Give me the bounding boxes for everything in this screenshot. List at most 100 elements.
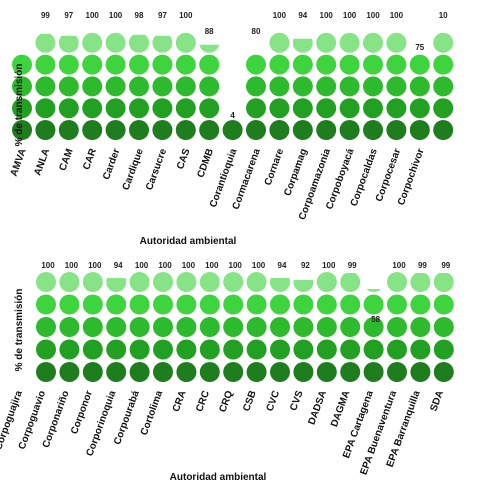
waffle-dot <box>386 76 407 97</box>
waffle-dot <box>59 317 80 337</box>
waffle-dot <box>12 120 32 140</box>
waffle-dot-partial <box>58 35 79 53</box>
waffle-dot <box>410 317 431 337</box>
value-label: 100 <box>252 261 266 270</box>
waffle-dot <box>223 272 244 292</box>
waffle-dot <box>433 362 454 382</box>
waffle-dot <box>316 294 337 315</box>
value-label: 100 <box>366 11 380 20</box>
waffle-dot <box>339 32 360 53</box>
category-label: Cornare <box>263 147 287 187</box>
waffle-dot <box>292 54 313 75</box>
waffle-dot <box>58 120 79 140</box>
waffle-dot <box>59 362 80 382</box>
waffle-dot <box>106 339 127 360</box>
waffle-dot <box>339 98 360 119</box>
waffle-dot <box>387 339 407 360</box>
waffle-dot <box>153 272 173 292</box>
waffle-dot <box>340 317 361 337</box>
waffle-dot <box>316 339 337 360</box>
value-label: 100 <box>273 11 287 20</box>
waffle-dot <box>36 294 56 315</box>
waffle-dot <box>105 98 126 119</box>
waffle-dot <box>129 294 150 315</box>
category-label: CSB <box>241 389 259 413</box>
waffle-dot <box>176 272 197 292</box>
category-label: CAM <box>57 147 75 172</box>
waffle-dot <box>433 98 454 119</box>
waffle-dot <box>409 54 430 75</box>
waffle-dot <box>106 362 127 382</box>
waffle-dot <box>82 294 103 315</box>
value-label: 100 <box>65 261 79 270</box>
waffle-dot <box>316 120 337 140</box>
waffle-dot <box>82 120 103 140</box>
value-label: 100 <box>343 11 357 20</box>
category-label: Corponor <box>69 389 95 436</box>
value-label: 97 <box>64 11 73 20</box>
waffle-dot <box>223 317 244 337</box>
waffle-dot <box>82 339 103 360</box>
waffle-dot <box>363 362 384 382</box>
waffle-dot <box>153 362 173 382</box>
waffle-dot <box>387 272 407 292</box>
waffle-dot <box>106 317 127 337</box>
value-label: 94 <box>278 261 287 270</box>
waffle-dot <box>292 76 313 97</box>
waffle-dot <box>82 272 103 292</box>
waffle-dot <box>246 54 266 75</box>
waffle-dot <box>246 76 266 97</box>
waffle-dot <box>340 294 361 315</box>
waffle-dot <box>82 98 103 119</box>
waffle-dot <box>176 362 197 382</box>
waffle-dot <box>340 362 361 382</box>
category-label: Carder <box>101 147 122 181</box>
waffle-dot <box>410 339 431 360</box>
waffle-dot <box>199 76 220 97</box>
waffle-dot <box>105 32 126 53</box>
waffle-dot <box>386 54 407 75</box>
value-label: 99 <box>41 11 50 20</box>
waffle-dot <box>433 76 454 97</box>
waffle-dot <box>363 317 384 337</box>
waffle-dot <box>175 32 196 53</box>
waffle-dot <box>175 54 196 75</box>
waffle-dot <box>199 317 220 337</box>
waffle-dot <box>129 362 150 382</box>
bottom-y-axis-title: % de transmisión <box>14 289 25 372</box>
value-label: 100 <box>109 11 123 20</box>
waffle-dot <box>316 32 337 53</box>
waffle-dot <box>153 317 173 337</box>
waffle-dot <box>153 339 173 360</box>
category-label: Carsucre <box>144 147 169 192</box>
waffle-dot <box>223 294 244 315</box>
category-label: DAGMA <box>329 389 352 428</box>
value-label: 97 <box>158 11 167 20</box>
waffle-dot <box>246 362 267 382</box>
waffle-dot <box>246 317 267 337</box>
value-label: 94 <box>298 11 307 20</box>
waffle-dot <box>223 362 244 382</box>
waffle-dot <box>433 339 454 360</box>
waffle-dot <box>129 76 149 97</box>
waffle-dot <box>292 98 313 119</box>
waffle-dot <box>269 54 290 75</box>
waffle-dot <box>433 294 454 315</box>
value-label: 10 <box>439 11 448 20</box>
waffle-dot <box>129 272 150 292</box>
value-label: 99 <box>418 261 427 270</box>
waffle-dot <box>129 98 149 119</box>
waffle-dot-partial <box>35 33 56 53</box>
category-label: CRC <box>194 389 212 413</box>
waffle-dot <box>409 76 430 97</box>
value-label: 100 <box>205 261 219 270</box>
waffle-dot <box>152 98 173 119</box>
waffle-dot <box>269 98 290 119</box>
category-label: CAR <box>81 147 99 172</box>
waffle-dot <box>82 317 103 337</box>
top-x-axis-title: Autoridad ambiental <box>140 236 237 247</box>
waffle-dot <box>363 76 383 97</box>
waffle-dot-partial <box>106 278 127 292</box>
value-label: 80 <box>252 27 261 36</box>
waffle-dot <box>293 362 314 382</box>
